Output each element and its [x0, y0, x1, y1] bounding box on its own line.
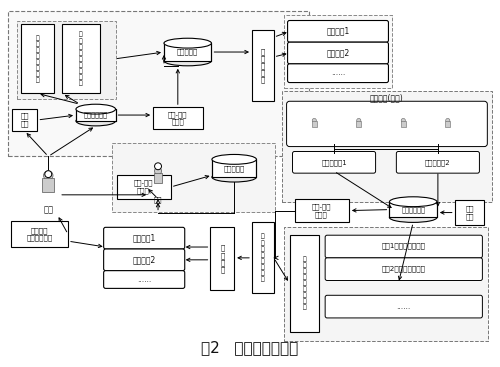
- Bar: [116, 175, 171, 199]
- Bar: [290, 235, 319, 332]
- FancyBboxPatch shape: [396, 152, 479, 173]
- Bar: [164, 43, 212, 61]
- Ellipse shape: [212, 155, 256, 164]
- Text: 被
推
荐
的
菜
肴
集
合: 被 推 荐 的 菜 肴 集 合: [261, 234, 264, 282]
- Text: 用
户
偏
好
的
菜
肴
集
合: 用 户 偏 好 的 菜 肴 集 合: [302, 257, 306, 310]
- Text: 用户-菜肴
相关性: 用户-菜肴 相关性: [134, 180, 153, 194]
- Bar: [16, 21, 116, 99]
- Text: 用户-菜肴
相关性: 用户-菜肴 相关性: [168, 111, 188, 125]
- Text: 用户相似度2: 用户相似度2: [425, 159, 450, 166]
- Ellipse shape: [390, 197, 437, 207]
- Circle shape: [401, 119, 406, 123]
- Bar: [20, 25, 54, 93]
- Bar: [390, 202, 437, 218]
- Text: 推荐引擎
入口（路由）: 推荐引擎 入口（路由）: [26, 227, 52, 241]
- Bar: [154, 173, 162, 184]
- Bar: [294, 199, 349, 222]
- Text: 推荐菜肴1: 推荐菜肴1: [132, 234, 156, 243]
- Bar: [8, 11, 310, 156]
- Text: ......: ......: [137, 275, 152, 284]
- Bar: [12, 109, 38, 131]
- Text: 计
算
推
荐
值: 计 算 推 荐 值: [260, 48, 265, 83]
- FancyBboxPatch shape: [104, 249, 184, 270]
- FancyBboxPatch shape: [292, 152, 376, 173]
- Circle shape: [356, 119, 361, 123]
- FancyBboxPatch shape: [288, 64, 388, 83]
- Text: 用户偏好数据: 用户偏好数据: [401, 206, 425, 213]
- Circle shape: [154, 167, 162, 175]
- FancyBboxPatch shape: [288, 21, 388, 42]
- Bar: [210, 227, 234, 290]
- Ellipse shape: [390, 212, 437, 222]
- Bar: [454, 200, 484, 225]
- Bar: [212, 159, 256, 177]
- Bar: [252, 30, 274, 101]
- Bar: [401, 121, 406, 127]
- Text: 用户偏好数据: 用户偏好数据: [84, 112, 108, 118]
- Text: 日志
文件: 日志 文件: [466, 206, 474, 220]
- Text: 相似用户(邻居): 相似用户(邻居): [370, 94, 404, 103]
- Bar: [62, 25, 100, 93]
- Text: 被
推
荐
的
菜
肴
集
合: 被 推 荐 的 菜 肴 集 合: [36, 35, 40, 83]
- FancyBboxPatch shape: [325, 295, 482, 318]
- Bar: [284, 15, 393, 88]
- Text: 推荐菜肴2: 推荐菜肴2: [132, 255, 156, 264]
- FancyBboxPatch shape: [325, 258, 482, 280]
- Text: 关系数据库: 关系数据库: [224, 165, 245, 171]
- Bar: [446, 121, 450, 127]
- Bar: [284, 227, 488, 341]
- Text: 数
据
过
滤: 数 据 过 滤: [220, 245, 224, 273]
- Bar: [252, 222, 274, 293]
- Bar: [112, 143, 274, 211]
- Circle shape: [45, 171, 52, 178]
- Text: 用户-菜肴
相关性: 用户-菜肴 相关性: [312, 203, 331, 218]
- Text: 用户: 用户: [44, 205, 54, 214]
- Text: 用户相似度1: 用户相似度1: [321, 159, 347, 166]
- FancyBboxPatch shape: [286, 101, 488, 146]
- Text: 图2   推荐引擎架构图: 图2 推荐引擎架构图: [202, 340, 298, 355]
- Bar: [10, 221, 68, 247]
- Bar: [356, 121, 361, 127]
- Text: 用户: 用户: [154, 196, 162, 203]
- Text: 邻居1偏好的菜肴集合: 邻居1偏好的菜肴集合: [382, 243, 426, 249]
- Ellipse shape: [164, 56, 212, 66]
- Circle shape: [312, 119, 316, 123]
- Bar: [153, 107, 202, 129]
- Text: ......: ......: [396, 302, 410, 310]
- Text: 邻居2偏好的菜肴集合: 邻居2偏好的菜肴集合: [382, 265, 426, 272]
- Text: ......: ......: [331, 68, 345, 77]
- Text: 用
户
偏
好
的
菜
肴
集
合: 用 户 偏 好 的 菜 肴 集 合: [79, 32, 83, 86]
- Ellipse shape: [164, 38, 212, 48]
- Text: 关系数据库: 关系数据库: [177, 49, 199, 55]
- Text: 日志
文件: 日志 文件: [20, 113, 29, 127]
- Circle shape: [446, 119, 450, 123]
- Ellipse shape: [212, 172, 256, 182]
- Circle shape: [44, 171, 53, 180]
- Bar: [312, 121, 316, 127]
- Bar: [282, 91, 492, 202]
- FancyBboxPatch shape: [288, 42, 388, 64]
- FancyBboxPatch shape: [104, 227, 184, 249]
- Text: 推荐菜肴1: 推荐菜肴1: [326, 27, 349, 36]
- Circle shape: [154, 163, 162, 170]
- Bar: [42, 178, 54, 192]
- Ellipse shape: [76, 104, 116, 114]
- Text: 推荐菜肴2: 推荐菜肴2: [326, 48, 349, 58]
- FancyBboxPatch shape: [325, 235, 482, 258]
- Bar: [76, 109, 116, 121]
- FancyBboxPatch shape: [104, 270, 184, 288]
- Ellipse shape: [76, 116, 116, 126]
